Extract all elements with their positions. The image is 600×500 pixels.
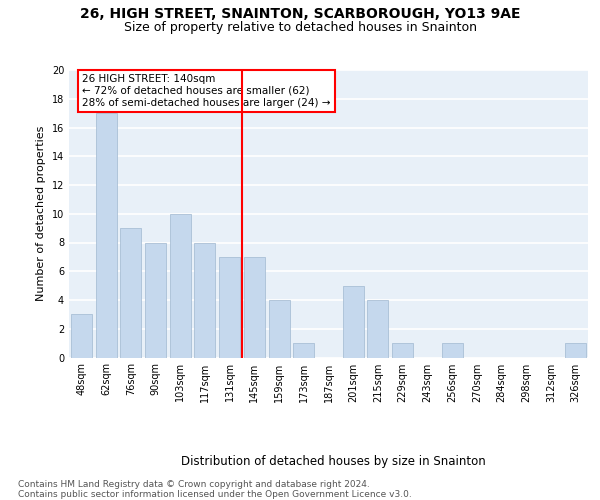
Bar — [71, 314, 92, 358]
Bar — [269, 300, 290, 358]
Text: Contains HM Land Registry data © Crown copyright and database right 2024.
Contai: Contains HM Land Registry data © Crown c… — [18, 480, 412, 499]
Bar — [194, 242, 215, 358]
Bar — [565, 343, 586, 357]
Bar — [343, 286, 364, 358]
Bar — [170, 214, 191, 358]
Text: 26 HIGH STREET: 140sqm
← 72% of detached houses are smaller (62)
28% of semi-det: 26 HIGH STREET: 140sqm ← 72% of detached… — [82, 74, 331, 108]
Text: Distribution of detached houses by size in Snainton: Distribution of detached houses by size … — [181, 454, 485, 468]
Text: 26, HIGH STREET, SNAINTON, SCARBOROUGH, YO13 9AE: 26, HIGH STREET, SNAINTON, SCARBOROUGH, … — [80, 8, 520, 22]
Bar — [120, 228, 141, 358]
Bar — [293, 343, 314, 357]
Text: Size of property relative to detached houses in Snainton: Size of property relative to detached ho… — [124, 21, 476, 34]
Bar — [244, 257, 265, 358]
Y-axis label: Number of detached properties: Number of detached properties — [36, 126, 46, 302]
Bar — [95, 113, 116, 358]
Bar — [392, 343, 413, 357]
Bar — [367, 300, 388, 358]
Bar — [145, 242, 166, 358]
Bar — [219, 257, 240, 358]
Bar — [442, 343, 463, 357]
